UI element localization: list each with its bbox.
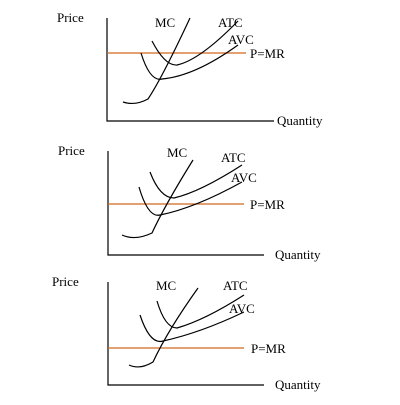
mc-curve	[121, 159, 194, 239]
price-mr-label: P=MR	[250, 46, 285, 61]
quantity-axis-label: Quantity	[275, 247, 321, 262]
avc-label: AVC	[228, 32, 254, 47]
panel-2: Price MC ATC AVC P=MR Quantity	[58, 143, 321, 262]
mc-curve	[122, 17, 191, 105]
quantity-axis-label: Quantity	[277, 113, 323, 128]
mc-label: MC	[155, 15, 175, 30]
price-axis-label: Price	[58, 143, 85, 158]
quantity-axis-label: Quantity	[275, 377, 321, 392]
panel-3: Price MC ATC AVC P=MR Quantity	[52, 274, 321, 392]
price-axis-label: Price	[52, 274, 79, 289]
axes	[106, 18, 274, 122]
avc-curve	[140, 44, 239, 80]
axes	[107, 282, 264, 386]
atc-curve	[151, 20, 239, 66]
avc-label: AVC	[229, 301, 255, 316]
price-mr-label: P=MR	[251, 341, 286, 356]
atc-curve	[149, 164, 243, 199]
panel-1: Price MC ATC AVC P=MR Quantity	[57, 10, 323, 128]
axes	[107, 151, 264, 256]
avc-curve	[138, 181, 243, 216]
price-axis-label: Price	[57, 10, 84, 25]
avc-curve	[139, 311, 245, 343]
price-mr-label: P=MR	[250, 197, 285, 212]
atc-label: ATC	[223, 278, 248, 293]
avc-label: AVC	[231, 170, 257, 185]
mc-curve	[128, 287, 199, 368]
atc-curve	[156, 294, 245, 329]
mc-label: MC	[167, 145, 187, 160]
mc-label: MC	[156, 278, 176, 293]
atc-label: ATC	[221, 150, 246, 165]
atc-label: ATC	[218, 15, 243, 30]
